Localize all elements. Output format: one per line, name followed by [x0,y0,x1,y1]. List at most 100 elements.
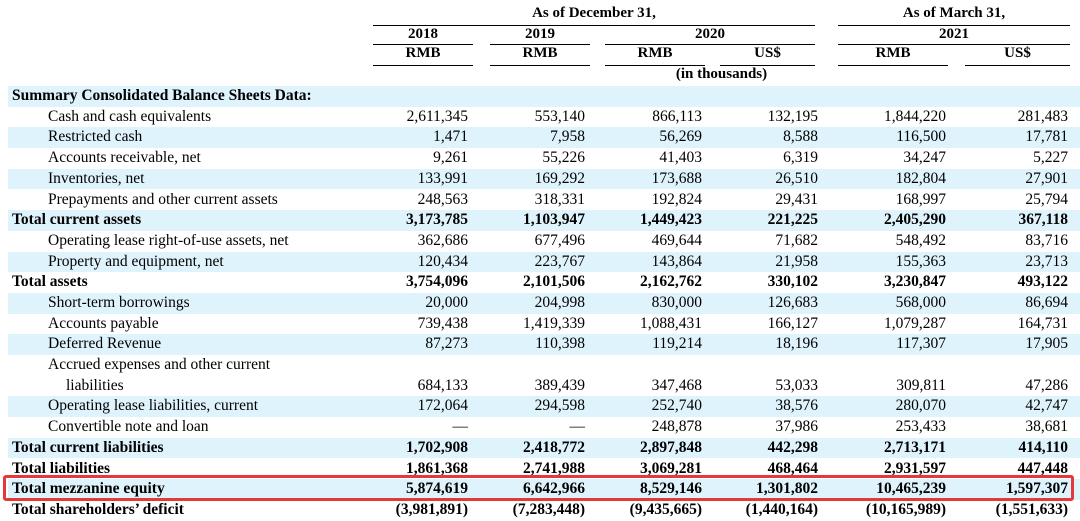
cell-2021-rmb: 1,079,287 [884,314,946,332]
unit-note: (in thousands) [675,66,768,82]
year-2021: 2021 [939,26,969,42]
cell-2021-rmb: 548,492 [895,231,946,249]
currency-2018: RMB [405,45,441,61]
row-label: Restricted cash [48,128,143,146]
cell-2018-rmb: 1,861,368 [406,459,468,477]
cell-2019-rmb: 389,439 [534,376,585,394]
cell-2018-rmb: 87,273 [425,335,468,353]
cell-2020-rmb: 3,069,281 [640,459,702,477]
cell-2021-rmb: 253,433 [895,418,946,436]
cell-2020-rmb: 119,214 [652,335,702,353]
year-rule-2021 [838,44,1070,45]
table-row: Accrued expenses and other current liabil… [8,355,1080,396]
table-row: Total liabilities 1,861,368 2,741,988 3,069… [8,459,1080,480]
cell-2021-usd: 83,716 [1025,231,1068,249]
row-label: Total shareholders’ deficit [12,500,184,518]
cell-2021-usd: 5,227 [1033,149,1068,167]
table-row: Convertible note and loan — — 248,878 37,986… [8,417,1080,438]
header-as-of-december: As of December 31, [532,5,656,21]
cell-2020-usd: 8,588 [783,128,818,146]
table-row: Deferred Revenue 87,273 110,398 119,214 18,1… [8,334,1080,356]
currency-2020-usd: US$ [754,45,781,61]
cell-2021-rmb: 182,804 [895,169,946,187]
header-rule-december [373,25,815,26]
row-label: Accounts receivable, net [48,149,201,167]
cell-2020-rmb: 469,644 [651,231,702,249]
section-title-row: Summary Consolidated Balance Sheets Data… [8,86,1080,107]
cell-2021-usd: 42,747 [1025,397,1068,415]
cell-2020-usd: 166,127 [767,314,818,332]
table-row: Accounts receivable, net 9,261 55,226 41,40… [8,148,1080,169]
currency-rule-2018 [373,65,473,66]
cell-2020-rmb: 173,688 [651,169,702,187]
cell-2020-usd: 38,576 [775,397,818,415]
year-rule-2018 [373,44,473,45]
cell-2019-rmb: (7,283,448) [512,500,585,518]
cell-2020-usd: 18,196 [775,335,818,353]
table-row: Operating lease liabilities, current 172,… [8,396,1080,418]
cell-2019-rmb: 677,496 [534,231,585,249]
cell-2020-usd: 1,301,802 [756,480,818,498]
cell-2019-rmb: 204,998 [534,294,585,311]
header-rule-march [838,25,1070,26]
cell-2021-usd: 447,448 [1017,459,1068,477]
cell-2018-rmb: 739,438 [417,314,468,332]
cell-2019-rmb: 6,642,966 [523,480,585,498]
row-label-continued: liabilities [66,376,124,394]
row-label: Accounts payable [48,314,159,332]
row-label: Prepayments and other current assets [48,190,278,208]
cell-2021-usd: 281,483 [1017,107,1068,125]
cell-2018-rmb: 133,991 [417,169,468,187]
cell-2021-usd: 1,597,307 [1006,480,1068,498]
table-row: Inventories, net 133,991 169,292 173,688 26,… [8,168,1080,190]
cell-2021-rmb: 2,713,171 [884,438,946,456]
currency-rule-2020-rmb [605,65,705,66]
table-row: Restricted cash 1,471 7,958 56,269 8,588 116,… [8,127,1080,149]
year-2019: 2019 [525,26,555,42]
row-label: Total assets [12,273,88,291]
cell-2021-usd: 414,110 [1018,438,1068,456]
currency-2021-rmb: RMB [875,45,911,61]
cell-2019-rmb: 223,767 [534,252,585,270]
cell-2021-usd: 25,794 [1025,190,1068,208]
cell-2019-rmb: 169,292 [534,169,585,187]
table-row: Total current liabilities 1,702,908 2,418,… [8,437,1080,459]
cell-2020-rmb: 1,449,423 [640,211,702,229]
currency-rule-2021-rmb [838,65,948,66]
section-title: Summary Consolidated Balance Sheets Data… [12,87,312,104]
cell-2021-rmb: 309,811 [896,376,946,394]
row-label: Total mezzanine equity [12,480,165,498]
cell-2018-rmb: 248,563 [417,190,468,208]
cell-2018-rmb: 5,874,619 [406,480,468,498]
cell-2019-rmb: 7,958 [550,128,585,146]
cell-2019-rmb: 110,398 [535,335,585,353]
cell-2021-usd: 38,681 [1025,418,1068,436]
currency-2021-usd: US$ [1004,45,1031,61]
cell-2021-rmb: 3,230,847 [884,273,946,291]
table-row: Total mezzanine equity 5,874,619 6,642,966… [8,479,1080,500]
cell-2018-rmb: 362,686 [417,231,468,249]
table-row: Operating lease right-of-use assets, net… [8,231,1080,252]
cell-2020-usd: 126,683 [767,294,818,311]
cell-2021-rmb: 568,000 [895,294,946,311]
table-row: Total assets 3,754,096 2,101,506 2,162,762 3… [8,272,1080,293]
cell-2019-rmb: 294,598 [534,397,585,415]
cell-2020-rmb: (9,435,665) [629,500,702,518]
cell-2021-usd: 17,905 [1025,335,1068,353]
cell-2021-usd: 164,731 [1017,314,1068,332]
cell-2021-rmb: 34,247 [903,149,946,167]
cell-2019-rmb: 1,103,947 [523,211,585,229]
cell-2021-rmb: 280,070 [895,397,946,415]
currency-rule-2020-usd [720,65,815,66]
cell-2021-rmb: (10,165,989) [865,500,946,518]
currency-2019: RMB [522,45,558,61]
cell-2018-rmb: 172,064 [417,397,468,415]
cell-2018-rmb: 1,702,908 [406,438,468,456]
cell-2020-rmb: 56,269 [659,128,702,146]
cell-2020-rmb: 1,088,431 [640,314,702,332]
cell-2021-rmb: 1,844,220 [884,107,946,125]
table-row: Property and equipment, net 120,434 223,76… [8,251,1080,273]
cell-2018-rmb: 20,000 [425,294,468,311]
cell-2018-rmb: 9,261 [433,149,468,167]
cell-2020-rmb: 866,113 [652,107,702,125]
